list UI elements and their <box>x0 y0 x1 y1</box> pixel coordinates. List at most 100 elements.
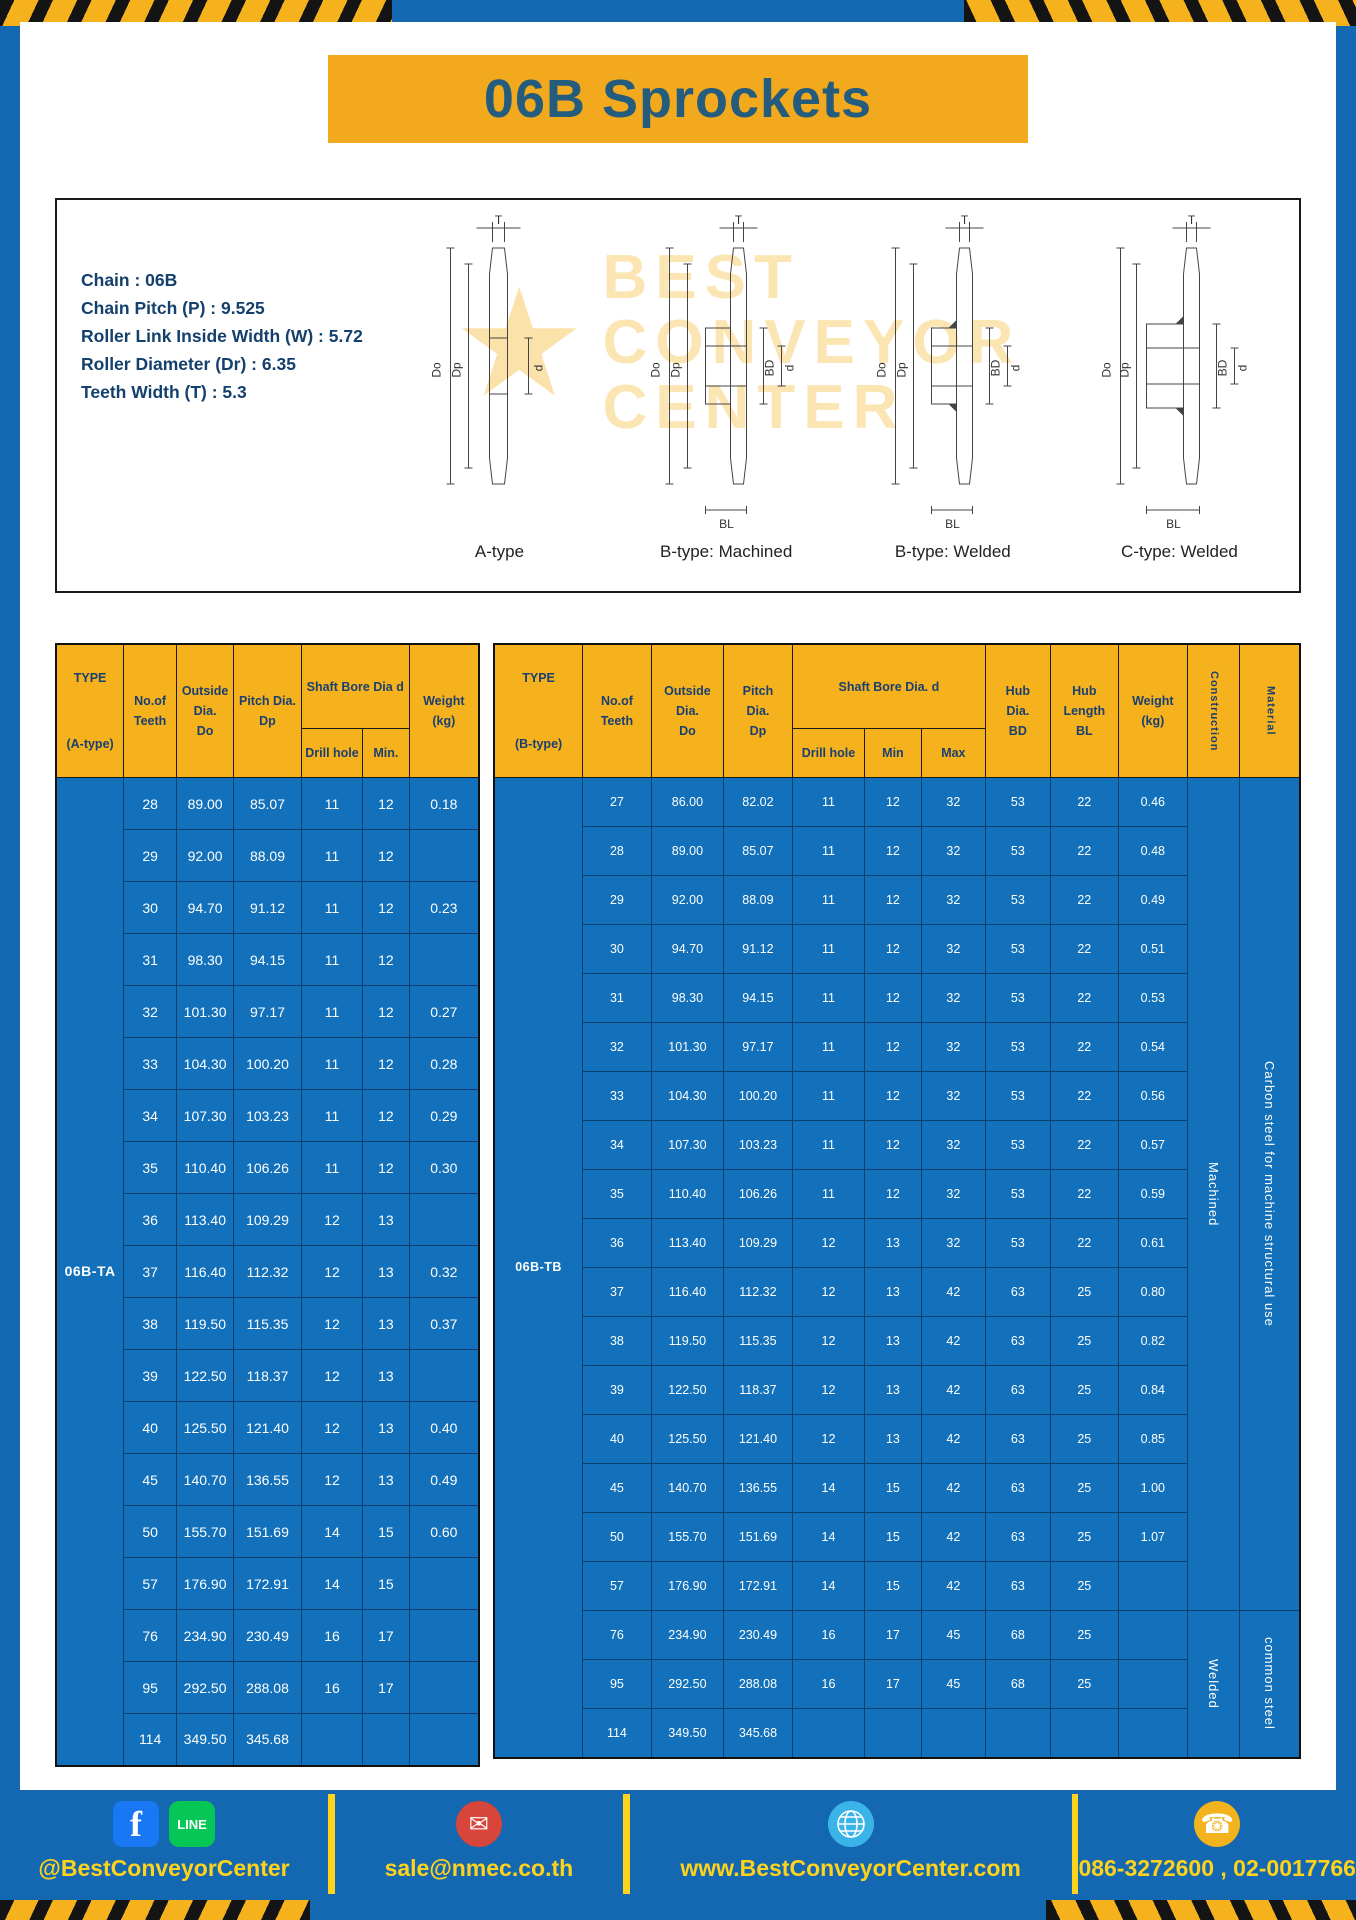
cell: 63 <box>985 1267 1051 1317</box>
col-header-drill-hole: Drill hole <box>791 728 866 778</box>
col-header-pitch-dia: Pitch Dia. Dp <box>233 643 302 778</box>
cell: 0.80 <box>1118 1267 1188 1317</box>
cell: 91.12 <box>233 881 302 934</box>
cell <box>1118 1610 1188 1660</box>
cell: 17 <box>362 1661 410 1714</box>
cell: 349.50 <box>176 1713 235 1766</box>
hazard-stripe-bottom-left-icon <box>0 1900 310 1920</box>
cell: 94.70 <box>650 924 725 974</box>
col-header-material: Material <box>1238 643 1301 778</box>
spec-tables: TYPE (A-type) No.of Teeth Outside Dia. D… <box>55 643 1301 1767</box>
email-icon[interactable]: ✉ <box>455 1801 502 1847</box>
cell: 113.40 <box>176 1193 235 1246</box>
col-header-type: TYPE (B-type) <box>493 643 584 778</box>
footer-website-section: www.BestConveyorCenter.com <box>630 1790 1072 1920</box>
cell: 25 <box>1049 1512 1120 1562</box>
col-header-hub-dia: Hub Dia. BD <box>985 643 1051 778</box>
cell: 89.00 <box>650 826 725 876</box>
cell: 101.30 <box>176 985 235 1038</box>
brand-watermark: ★ BEST CONVEYOR CENTER <box>452 245 1021 440</box>
facebook-icon[interactable]: f <box>113 1801 160 1847</box>
table-row: 57 176.90 172.91 14 15 <box>56 1557 480 1610</box>
cell: 95 <box>582 1659 652 1709</box>
cell: 12 <box>791 1365 866 1415</box>
cell: 112.32 <box>723 1267 793 1317</box>
b-type-machined-diagram-icon: T Do Dp BD d BL <box>648 213 796 531</box>
cell: 176.90 <box>650 1561 725 1611</box>
line-icon[interactable]: LINE <box>169 1801 216 1847</box>
cell: 11 <box>791 1022 866 1072</box>
cell: 98.30 <box>176 933 235 986</box>
website-label[interactable]: www.BestConveyorCenter.com <box>680 1855 1021 1881</box>
cell: 115.35 <box>723 1316 793 1366</box>
cell <box>408 829 480 882</box>
cell: 0.51 <box>1118 924 1188 974</box>
cell: 42 <box>920 1267 987 1317</box>
phone-icon[interactable]: ☎ <box>1194 1801 1241 1847</box>
cell: 32 <box>920 1071 987 1121</box>
table-row: 35 110.40 106.26 11 12 32 53 22 0.59 <box>494 1169 1300 1219</box>
cell: 28 <box>582 826 652 876</box>
footer-social-section: f LINE @BestConveyorCenter <box>0 1790 328 1920</box>
cell: 32 <box>920 973 987 1023</box>
cell <box>408 1193 480 1246</box>
spec-line-chain: Chain : 06B <box>81 270 178 290</box>
cell: 0.28 <box>408 1037 480 1090</box>
cell: 85.07 <box>723 826 793 876</box>
b-type-welded-diagram-icon: T Do Dp BD d BL <box>875 213 1023 531</box>
dim-label-bd: BD <box>989 359 1003 376</box>
col-header-weight: Weight (kg) <box>1118 643 1188 778</box>
table-row: 29 92.00 88.09 11 12 32 53 22 0.49 <box>494 875 1300 925</box>
cell: 12 <box>864 973 922 1023</box>
cell: 0.29 <box>408 1089 480 1142</box>
cell: 12 <box>362 933 410 986</box>
b-type-welded-drawing: T Do Dp BD d BL B-type: Welded <box>845 212 1060 562</box>
cell <box>362 1713 410 1766</box>
cell: 76 <box>123 1609 178 1662</box>
cell: 13 <box>362 1297 410 1350</box>
cell: 40 <box>582 1414 652 1464</box>
cell: 13 <box>864 1316 922 1366</box>
cell: 37 <box>582 1267 652 1317</box>
cell: 13 <box>362 1245 410 1298</box>
cell: 13 <box>864 1218 922 1268</box>
cell: 12 <box>864 1120 922 1170</box>
watermark-text: BEST CONVEYOR CENTER <box>602 245 1021 440</box>
dim-label-dp: Dp <box>450 362 464 378</box>
cell: 104.30 <box>650 1071 725 1121</box>
cell: 53 <box>985 1169 1051 1219</box>
table-row: 06B-TB 27 86.00 82.02 11 12 32 53 22 0.46 Machined… <box>493 777 1301 1758</box>
email-label[interactable]: sale@nmec.co.th <box>384 1855 574 1881</box>
col-header-pitch-dia: Pitch Dia. Dp <box>723 643 793 778</box>
watermark-line: CONVEYOR <box>602 308 1022 378</box>
spec-line-teeth-width: Teeth Width (T) : 5.3 <box>81 382 247 402</box>
table-row: 45 140.70 136.55 12 13 0.49 <box>56 1453 480 1506</box>
cell: 88.09 <box>233 829 302 882</box>
cell: 12 <box>362 777 410 830</box>
globe-icon[interactable] <box>827 1801 874 1847</box>
cell: 292.50 <box>176 1661 235 1714</box>
footer-divider <box>1071 1794 1079 1894</box>
cell <box>985 1708 1051 1758</box>
cell: 34 <box>123 1089 178 1142</box>
cell: 115.35 <box>233 1297 302 1350</box>
table-row: 32 101.30 97.17 11 12 0.27 <box>56 985 480 1038</box>
footer-email-section: ✉ sale@nmec.co.th <box>335 1790 623 1920</box>
table-row: 30 94.70 91.12 11 12 32 53 22 0.51 <box>494 924 1300 974</box>
cell: 103.23 <box>233 1089 302 1142</box>
phone-label[interactable]: 086-3272600 , 02-0017766 <box>1078 1855 1356 1881</box>
cell: 11 <box>300 881 364 934</box>
material-cell: common steel <box>1238 1610 1301 1758</box>
table-row: 45 140.70 136.55 14 15 42 63 25 1.00 <box>494 1463 1300 1513</box>
cell: 25 <box>1049 1659 1120 1709</box>
cell: 53 <box>985 1120 1051 1170</box>
cell: 45 <box>920 1659 987 1709</box>
col-header-min: Min <box>864 728 922 778</box>
cell: 0.57 <box>1118 1120 1188 1170</box>
social-handle-label[interactable]: @BestConveyorCenter <box>38 1855 290 1881</box>
col-header-outside-dia: Outside Dia. Do <box>650 643 725 778</box>
cell: 32 <box>123 985 178 1038</box>
drawing-caption: B-type: Welded <box>894 542 1011 561</box>
cell: 14 <box>300 1505 364 1558</box>
